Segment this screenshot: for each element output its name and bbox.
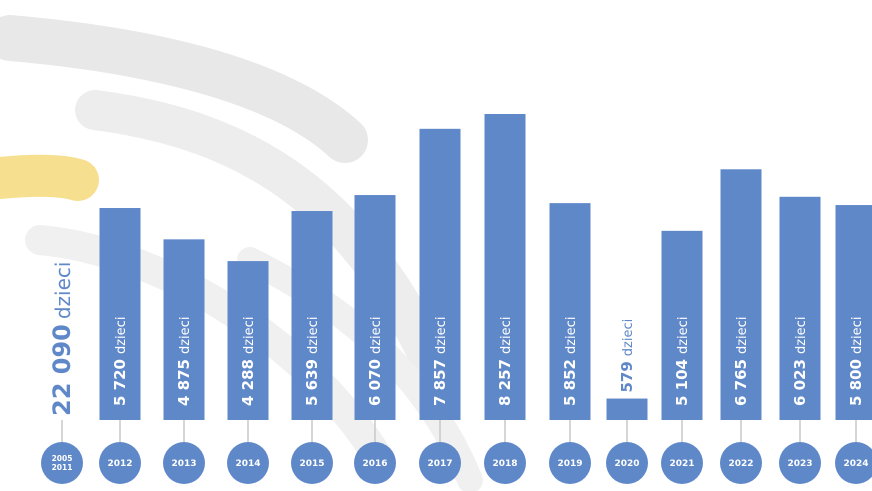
value-unit: dzieci [850, 317, 865, 354]
value-label: 6 765 dzieci [732, 317, 750, 406]
value-label: 5 104 dzieci [673, 317, 691, 406]
year-circle [419, 442, 461, 484]
bar-2019 [549, 203, 591, 420]
background-swooshes [0, 15, 483, 491]
bar-2014 [227, 261, 269, 420]
value-label: 4 875 dzieci [175, 317, 193, 406]
value-label: 5 800 dzieci [847, 317, 865, 406]
value-number: 7 857 [431, 359, 449, 406]
year-label: 2018 [492, 459, 517, 469]
swoosh-arc-middle [75, 90, 460, 400]
value-label: 5 852 dzieci [561, 317, 579, 406]
value-number: 8 257 [496, 359, 514, 406]
value-unit: dzieci [51, 262, 75, 320]
value-label: 4 288 dzieci [239, 317, 257, 406]
value-label: 8 257 dzieci [496, 317, 514, 406]
value-label: 6 070 dzieci [366, 317, 384, 406]
year-circle [41, 442, 83, 484]
year-label: 2005 2011 [52, 454, 73, 472]
value-number: 4 875 [175, 359, 193, 406]
year-circle [484, 442, 526, 484]
value-number: 6 765 [732, 359, 750, 406]
bar-2023 [779, 196, 821, 420]
value-number: 5 104 [673, 359, 691, 406]
year-label: 2015 [299, 459, 324, 469]
year-label: 2012 [107, 459, 132, 469]
value-label: 5 639 dzieci [303, 317, 321, 406]
value-number: 5 852 [561, 359, 579, 406]
value-unit: dzieci [114, 317, 129, 354]
year-circle [835, 442, 872, 484]
year-label: 2023 [787, 459, 812, 469]
bar-2016 [354, 195, 396, 420]
value-unit: dzieci [676, 317, 691, 354]
swoosh-arc-large [0, 15, 368, 163]
year-label: 2024 [843, 459, 868, 469]
bar-2022 [720, 169, 762, 420]
value-label: 579 dzieci [618, 319, 636, 393]
value-number: 6 023 [791, 359, 809, 406]
bar-2017 [419, 128, 461, 420]
year-label: 2013 [171, 459, 196, 469]
year-label: 2019 [557, 459, 582, 469]
value-unit: dzieci [735, 317, 750, 354]
year-circle [291, 442, 333, 484]
bar-2015 [291, 211, 333, 420]
year-label: 2017 [427, 459, 452, 469]
value-number: 22 090 [48, 324, 76, 416]
bar-2018 [484, 114, 526, 420]
value-number: 579 [618, 361, 636, 392]
bar-2013 [163, 239, 205, 420]
value-number: 4 288 [239, 359, 257, 406]
value-label: 22 090 dzieci [48, 262, 76, 416]
value-number: 5 639 [303, 359, 321, 406]
value-unit: dzieci [178, 317, 193, 354]
year-label: 2016 [362, 459, 387, 469]
value-number: 6 070 [366, 359, 384, 406]
year-circle [99, 442, 141, 484]
bars [99, 114, 872, 420]
bar-2021 [661, 230, 703, 420]
year-label: 2014 [235, 459, 260, 469]
year-circle [163, 442, 205, 484]
value-number: 5 800 [847, 359, 865, 406]
value-unit: dzieci [794, 317, 809, 354]
year-circle [227, 442, 269, 484]
value-unit: dzieci [369, 317, 384, 354]
value-label: 6 023 dzieci [791, 317, 809, 406]
value-number: 5 720 [111, 359, 129, 406]
year-circle [720, 442, 762, 484]
value-unit: dzieci [499, 317, 514, 354]
value-unit: dzieci [564, 317, 579, 354]
year-circle [779, 442, 821, 484]
value-unit: dzieci [621, 319, 636, 356]
year-circle [661, 442, 703, 484]
swoosh-arc-lower [25, 225, 395, 475]
year-stems [61, 420, 857, 442]
bar-2020 [606, 398, 648, 420]
year-label: 2021 [669, 459, 694, 469]
value-label: 5 720 dzieci [111, 317, 129, 406]
value-label: 7 857 dzieci [431, 317, 449, 406]
bar-2024 [835, 205, 872, 420]
value-labels: 22 090 dzieci 5 720 dzieci 4 875 dzieci 4 288 d… [48, 262, 865, 416]
value-unit: dzieci [306, 317, 321, 354]
value-unit: dzieci [434, 317, 449, 354]
year-circle [354, 442, 396, 484]
bar-2012 [99, 208, 141, 420]
year-markers: 2005 2011 2012 2013 2014 2015 2016 2017 2018 2019… [41, 442, 872, 484]
year-label: 2022 [728, 459, 753, 469]
year-label: 2020 [614, 459, 639, 469]
year-circle [606, 442, 648, 484]
year-circle [549, 442, 591, 484]
swoosh-arc-yellow [0, 154, 99, 201]
value-unit: dzieci [242, 317, 257, 354]
